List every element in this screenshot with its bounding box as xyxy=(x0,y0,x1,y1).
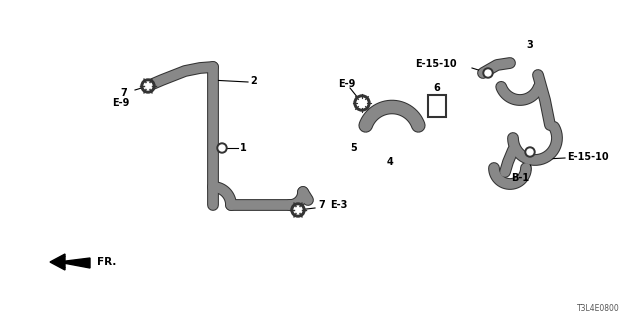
Circle shape xyxy=(354,95,370,111)
Text: 4: 4 xyxy=(387,157,394,167)
Polygon shape xyxy=(58,256,90,268)
Text: 3: 3 xyxy=(527,40,533,50)
Text: 5: 5 xyxy=(351,143,357,153)
Text: T3L4E0800: T3L4E0800 xyxy=(577,304,620,313)
Text: E-9: E-9 xyxy=(112,98,129,108)
Text: E-15-10: E-15-10 xyxy=(415,59,456,69)
Text: 7: 7 xyxy=(120,88,127,98)
Circle shape xyxy=(357,98,367,108)
Text: B-1: B-1 xyxy=(511,173,529,183)
Circle shape xyxy=(483,68,493,78)
Circle shape xyxy=(217,143,227,153)
Circle shape xyxy=(527,149,533,155)
Text: 1: 1 xyxy=(240,143,247,153)
Text: E-9: E-9 xyxy=(338,79,355,89)
Circle shape xyxy=(144,82,152,90)
Circle shape xyxy=(485,70,491,76)
Text: 6: 6 xyxy=(434,83,440,93)
Text: FR.: FR. xyxy=(97,257,116,267)
Text: E-3: E-3 xyxy=(330,200,348,210)
Bar xyxy=(428,95,446,117)
Polygon shape xyxy=(50,254,65,270)
Text: 2: 2 xyxy=(250,76,257,86)
Circle shape xyxy=(291,203,305,217)
Circle shape xyxy=(294,206,302,214)
Text: E-15-10: E-15-10 xyxy=(567,152,609,162)
Circle shape xyxy=(525,147,535,157)
Circle shape xyxy=(141,79,155,93)
Text: 7: 7 xyxy=(318,200,324,210)
Circle shape xyxy=(219,145,225,151)
